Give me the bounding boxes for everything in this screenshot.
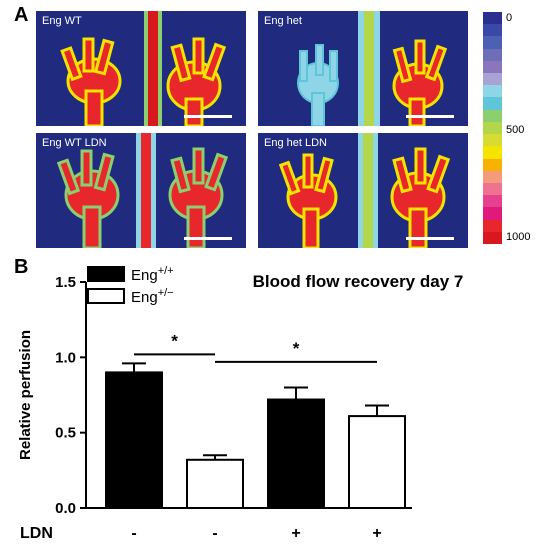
bar — [348, 415, 406, 510]
y-tick-label: 0.5 — [55, 425, 76, 442]
colorbar-segment — [483, 207, 502, 221]
colorbar-tick-label: 500 — [506, 124, 525, 136]
perfusion-image-eng-wt: Eng WT — [36, 11, 246, 126]
colorbar-segment — [483, 146, 502, 160]
image-label: Eng WT LDN — [42, 137, 107, 149]
colorbar-segment — [483, 85, 502, 98]
colorbar — [483, 12, 502, 245]
scale-bar — [184, 237, 232, 240]
colorbar-segment — [483, 60, 502, 74]
colorbar-segment — [483, 48, 502, 62]
significance-marker: * — [293, 339, 300, 358]
x-category-label: - — [131, 525, 136, 542]
x-category-label: + — [291, 525, 300, 542]
colorbar-tick-label: 0 — [506, 12, 513, 24]
panel-a-letter: A — [14, 4, 29, 26]
perfusion-bar-chart: Relative perfusion Blood flow recovery d… — [17, 265, 464, 542]
x-category-title: LDN — [20, 525, 53, 542]
colorbar-segment — [483, 73, 502, 86]
perfusion-map — [56, 133, 229, 248]
panel-b-letter: B — [14, 256, 29, 278]
colorbar-segment — [483, 24, 502, 37]
significance-marker: * — [171, 331, 178, 350]
y-tick-label: 1.0 — [55, 349, 76, 366]
perfusion-image-eng-het-ldn: Eng het LDN — [258, 133, 468, 248]
y-tick-label: 1.5 — [55, 274, 76, 291]
image-label: Eng WT — [42, 15, 82, 27]
x-category-label: - — [212, 525, 217, 542]
perfusion-image-eng-wt-ldn: Eng WT LDN — [36, 133, 246, 248]
colorbar-segment — [483, 97, 502, 111]
legend-swatch — [87, 288, 125, 304]
colorbar-tick-label: 1000 — [506, 231, 531, 243]
y-tick-label: 0.0 — [55, 500, 76, 517]
colorbar-segment — [483, 121, 502, 135]
perfusion-image-eng-het: Eng het — [258, 11, 468, 126]
colorbar-segment — [483, 182, 502, 196]
perfusion-map — [60, 11, 227, 126]
bar — [267, 398, 325, 510]
colorbar-segment — [483, 36, 502, 50]
scale-bar — [184, 115, 232, 118]
image-label: Eng het — [264, 15, 302, 27]
colorbar-segment — [483, 231, 502, 245]
colorbar-segment — [483, 170, 502, 184]
scale-bar — [406, 115, 454, 118]
perfusion-map — [278, 133, 451, 248]
scale-bar — [406, 237, 454, 240]
image-label: Eng het LDN — [264, 137, 327, 149]
colorbar-segment — [483, 158, 502, 172]
legend-label: Eng+/+ — [131, 265, 174, 284]
colorbar-segment — [483, 195, 502, 208]
legend-swatch — [87, 266, 125, 282]
legend-label: Eng+/− — [131, 287, 174, 306]
chart-legend: Eng+/+ Eng+/− — [87, 265, 174, 306]
y-axis-label: Relative perfusion — [17, 330, 34, 460]
bar — [186, 458, 244, 509]
colorbar-segment — [483, 219, 502, 233]
colorbar-segment — [483, 12, 502, 25]
x-category-label: + — [372, 525, 381, 542]
colorbar-segment — [483, 134, 502, 147]
colorbar-segment — [483, 109, 502, 123]
bar — [105, 371, 163, 510]
chart-title: Blood flow recovery day 7 — [253, 272, 464, 291]
perfusion-map — [297, 11, 448, 126]
